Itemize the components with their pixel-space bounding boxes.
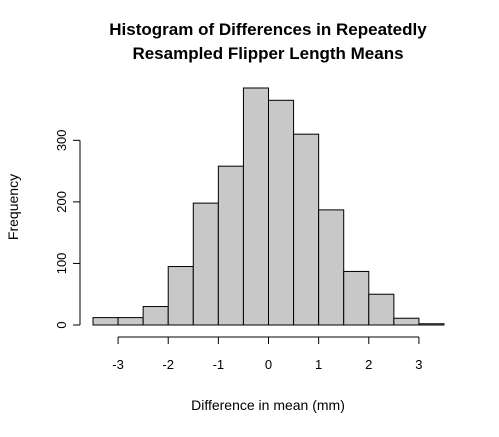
histogram-bar-12 bbox=[393, 317, 420, 326]
histogram-bar-7 bbox=[268, 99, 295, 326]
y-tick-label-0: 0 bbox=[54, 321, 69, 328]
x-axis: -3 -2 -1 0 1 2 3 bbox=[112, 336, 423, 372]
x-tick-label-2: -1 bbox=[213, 357, 225, 372]
y-tick-label-1: 100 bbox=[54, 253, 69, 275]
histogram-bar-13 bbox=[418, 323, 445, 326]
histogram-bar-10 bbox=[343, 270, 370, 326]
histogram-bar-1 bbox=[117, 317, 144, 326]
x-tick-label-0: -3 bbox=[112, 357, 124, 372]
histogram-bar-9 bbox=[318, 209, 345, 326]
y-axis-label: Frequency bbox=[5, 174, 21, 240]
histogram-bar-8 bbox=[293, 133, 320, 326]
histogram-bar-11 bbox=[368, 293, 395, 326]
histogram-bar-6 bbox=[242, 87, 270, 326]
x-tick-label-5: 2 bbox=[365, 357, 372, 372]
x-tick-label-3: 0 bbox=[265, 357, 272, 372]
histogram-bar-4 bbox=[192, 202, 219, 326]
chart-title-line-1: Histogram of Differences in Repeatedly bbox=[109, 20, 427, 39]
x-tick-label-4: 1 bbox=[315, 357, 322, 372]
bars-group bbox=[92, 87, 445, 326]
y-axis: 0 100 200 300 bbox=[54, 129, 81, 329]
x-axis-label: Difference in mean (mm) bbox=[191, 397, 345, 413]
histogram-bar-5 bbox=[217, 165, 244, 326]
x-tick-label-6: 3 bbox=[415, 357, 422, 372]
y-tick-label-3: 300 bbox=[54, 129, 69, 151]
histogram-bar-0 bbox=[92, 317, 119, 326]
chart-title-line-2: Resampled Flipper Length Means bbox=[132, 44, 403, 63]
y-tick-label-2: 200 bbox=[54, 191, 69, 213]
histogram-bar-3 bbox=[167, 266, 194, 326]
histogram-bar-2 bbox=[142, 306, 169, 326]
x-tick-label-1: -2 bbox=[162, 357, 174, 372]
